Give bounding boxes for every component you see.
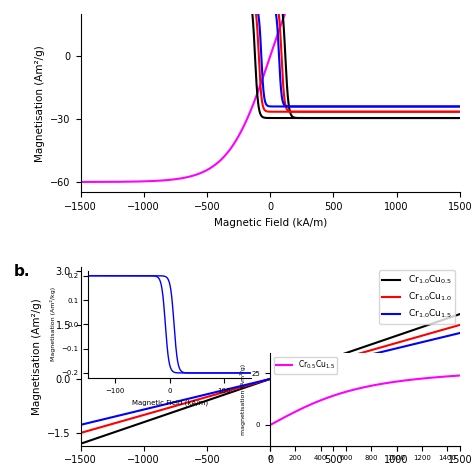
Legend: Cr$_{1.0}$Cu$_{0.5}$, Cr$_{1.0}$Cu$_{1.0}$, Cr$_{1.0}$Cu$_{1.5}$: Cr$_{1.0}$Cu$_{0.5}$, Cr$_{1.0}$Cu$_{1.0… xyxy=(379,270,455,324)
Cr$_{1.0}$Cu$_{1.0}$ xyxy=(78,430,83,436)
Y-axis label: Magnetisation (Am²/g): Magnetisation (Am²/g) xyxy=(35,45,45,162)
Y-axis label: Magnetisation (Am²/g): Magnetisation (Am²/g) xyxy=(32,298,42,415)
Cr$_{1.0}$Cu$_{0.5}$ xyxy=(258,379,264,385)
Cr$_{1.0}$Cu$_{1.5}$ xyxy=(283,373,289,378)
Text: b.: b. xyxy=(14,264,31,279)
Line: Cr$_{1.0}$Cu$_{1.0}$: Cr$_{1.0}$Cu$_{1.0}$ xyxy=(81,325,460,433)
Cr$_{1.0}$Cu$_{1.0}$ xyxy=(260,378,266,384)
Cr$_{1.0}$Cu$_{1.0}$ xyxy=(283,372,289,377)
Cr$_{1.0}$Cu$_{0.5}$ xyxy=(78,441,83,447)
X-axis label: Magnetic Field (kA/m): Magnetic Field (kA/m) xyxy=(214,218,327,228)
Cr$_{1.0}$Cu$_{1.0}$ xyxy=(457,322,463,328)
Cr$_{1.0}$Cu$_{1.5}$ xyxy=(303,367,309,373)
Cr$_{1.0}$Cu$_{1.0}$ xyxy=(303,366,309,372)
Cr$_{1.0}$Cu$_{1.5}$ xyxy=(389,347,394,353)
Cr$_{1.0}$Cu$_{1.0}$ xyxy=(258,379,264,384)
Cr$_{1.0}$Cu$_{0.5}$ xyxy=(283,371,289,376)
Cr$_{1.0}$Cu$_{0.5}$ xyxy=(389,335,394,340)
Line: Cr$_{1.0}$Cu$_{1.5}$: Cr$_{1.0}$Cu$_{1.5}$ xyxy=(81,333,460,425)
Cr$_{1.0}$Cu$_{1.5}$ xyxy=(260,378,266,383)
Cr$_{1.0}$Cu$_{0.5}$ xyxy=(303,364,309,369)
Cr$_{1.0}$Cu$_{0.5}$ xyxy=(260,379,266,384)
Line: Cr$_{1.0}$Cu$_{0.5}$: Cr$_{1.0}$Cu$_{0.5}$ xyxy=(81,314,460,444)
Cr$_{1.0}$Cu$_{0.5}$ xyxy=(448,314,454,320)
Cr$_{1.0}$Cu$_{1.5}$ xyxy=(258,378,264,384)
Cr$_{1.0}$Cu$_{1.0}$ xyxy=(448,325,454,330)
Cr$_{1.0}$Cu$_{1.5}$ xyxy=(457,330,463,336)
Cr$_{1.0}$Cu$_{1.5}$ xyxy=(78,422,83,428)
Cr$_{1.0}$Cu$_{1.0}$ xyxy=(389,342,394,347)
Cr$_{1.0}$Cu$_{1.5}$ xyxy=(448,332,454,338)
Cr$_{1.0}$Cu$_{0.5}$ xyxy=(457,311,463,317)
